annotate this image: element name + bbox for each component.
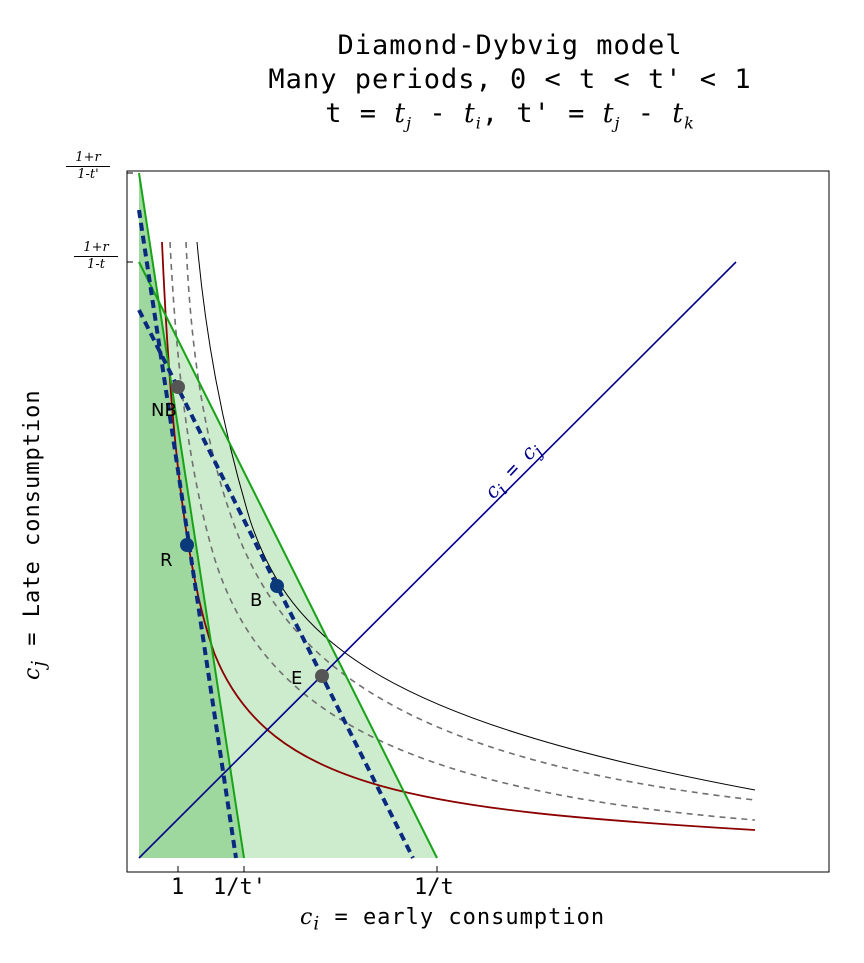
indifference-curve-gray-2 [169,241,756,821]
point-label-R: R [160,550,173,571]
indifference-curve-gray-1 [185,241,756,801]
budget-line-shallow [138,261,438,859]
diagonal-line [138,261,737,859]
chart-title-line2: Many periods, 0 < t < t' < 1 [268,64,752,95]
xtick-1-over-t: 1/t [414,875,454,900]
budget-line-steep [138,172,245,859]
ytick-upper: 1+r 1-t' [66,150,110,182]
point-label-B: B [250,590,263,611]
resource-line-steep [137,209,238,859]
plot-frame [126,170,830,873]
x-axis-label: ci = early consumption [300,905,606,935]
point-E [315,669,329,683]
xtick-1-over-tprime: 1/t' [213,875,266,900]
point-label-NB: NB [151,400,177,421]
chart-title-line1: Diamond-Dybvig model [337,30,683,61]
indifference-curve-red [161,241,756,831]
point-B [270,579,284,593]
chart-title-line3: t = tj - ti, t' = tj - tk [325,98,695,133]
indifference-curve-black [196,241,756,791]
ytick-lower: 1+r 1-t [74,240,118,272]
point-NB [171,380,185,394]
y-axis-label: cj = Late consumption [20,389,50,680]
point-R [180,538,194,552]
point-label-E: E [291,668,303,689]
xtick-1: 1 [171,875,185,900]
